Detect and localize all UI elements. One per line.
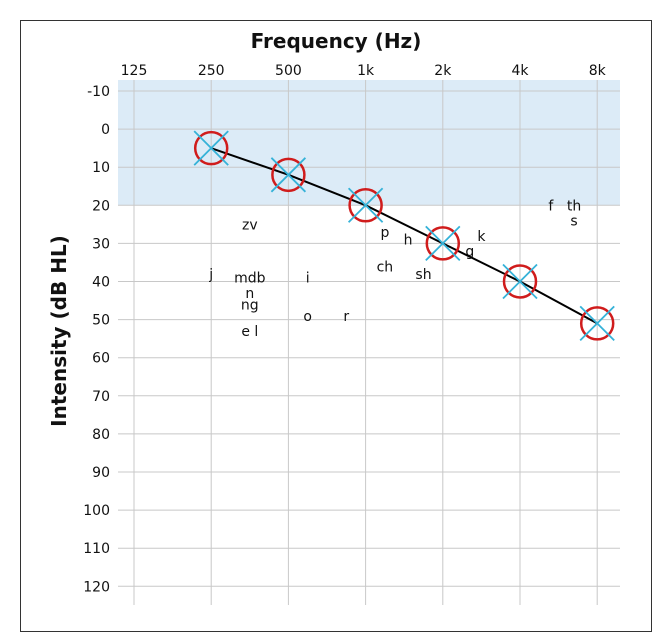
- x-tick-label: 1k: [357, 63, 375, 79]
- x-tick-label: 4k: [511, 63, 529, 79]
- speech-sound-label: zv: [242, 217, 258, 233]
- y-tick-label: 80: [92, 427, 110, 443]
- data-point-marker: [193, 130, 229, 166]
- speech-sound-label: n: [245, 286, 254, 302]
- x-tick-label: 250: [198, 63, 225, 79]
- y-tick-label: 70: [92, 389, 110, 405]
- x-tick-labels: 125 250 500 1k 2k 4k 8k: [121, 63, 607, 79]
- y-tick-label: 10: [92, 160, 110, 176]
- data-point-circle: [502, 264, 538, 299]
- y-tick-label: 120: [83, 579, 110, 595]
- speech-sound-label: h: [404, 233, 413, 249]
- data-point-cross: [347, 187, 384, 223]
- data-point-cross: [425, 225, 461, 262]
- speech-sound-label: o: [303, 309, 312, 325]
- series-line-segment: [365, 204, 444, 245]
- data-point-circle: [579, 306, 615, 341]
- data-point-circle: [271, 157, 306, 193]
- chart-title: Frequency (Hz): [251, 29, 422, 53]
- y-axis-label: Intensity (dB HL): [47, 235, 71, 427]
- y-tick-label: 30: [92, 236, 110, 252]
- speech-sound-label: j: [208, 267, 213, 283]
- series-markers-layer: [193, 130, 615, 342]
- y-tick-label: 20: [92, 198, 110, 214]
- speech-sound-label: s: [570, 214, 577, 230]
- x-tick-label: 2k: [434, 63, 452, 79]
- grid-layer: [118, 80, 620, 605]
- data-point-cross: [579, 305, 615, 342]
- data-point-circle: [425, 226, 461, 261]
- data-point-circle: [348, 188, 383, 223]
- series-line-segment: [442, 242, 521, 283]
- x-tick-label: 125: [121, 63, 148, 79]
- series-line-segment: [210, 147, 289, 176]
- y-tick-label: 100: [83, 503, 110, 519]
- data-point-cross: [502, 263, 538, 300]
- speech-sound-label: i: [306, 271, 310, 287]
- y-tick-label: -10: [87, 84, 110, 100]
- data-point-marker: [270, 157, 307, 193]
- data-point-marker: [579, 305, 615, 342]
- normal-range-band: [118, 80, 620, 206]
- data-point-marker: [347, 187, 384, 223]
- data-point-marker: [502, 263, 538, 300]
- speech-sound-label: r: [343, 309, 349, 325]
- x-tick-label: 500: [275, 63, 302, 79]
- x-tick-label: 8k: [589, 63, 607, 79]
- series-line-layer: [210, 147, 598, 325]
- series-line-segment: [288, 173, 366, 207]
- speech-sound-label: k: [477, 229, 486, 245]
- normal-range-band-layer: [118, 80, 620, 206]
- speech-sound-label: ch: [377, 259, 394, 275]
- y-tick-label: 0: [101, 122, 110, 138]
- speech-sound-label: p: [380, 225, 389, 241]
- data-point-cross: [193, 130, 229, 166]
- data-point-circle: [193, 130, 229, 166]
- y-tick-label: 50: [92, 313, 110, 329]
- data-point-cross: [270, 157, 307, 193]
- speech-sound-label: g: [465, 244, 474, 260]
- y-tick-label: 110: [83, 541, 110, 557]
- data-point-marker: [425, 225, 461, 262]
- series-line-segment: [519, 280, 598, 325]
- speech-sound-label: mdb: [234, 271, 266, 287]
- y-tick-label: 40: [92, 275, 110, 291]
- speech-sound-label: f: [548, 198, 554, 214]
- speech-sound-label: e l: [241, 324, 258, 340]
- speech-sound-label: sh: [415, 267, 431, 283]
- y-tick-label: 60: [92, 351, 110, 367]
- speech-sound-label: th: [567, 198, 581, 214]
- speech-sound-label: ng: [241, 297, 259, 313]
- y-tick-labels: -10 0 10 20 30 40 50 60 70 80 90 100 110 120: [83, 84, 110, 595]
- y-tick-label: 90: [92, 465, 110, 481]
